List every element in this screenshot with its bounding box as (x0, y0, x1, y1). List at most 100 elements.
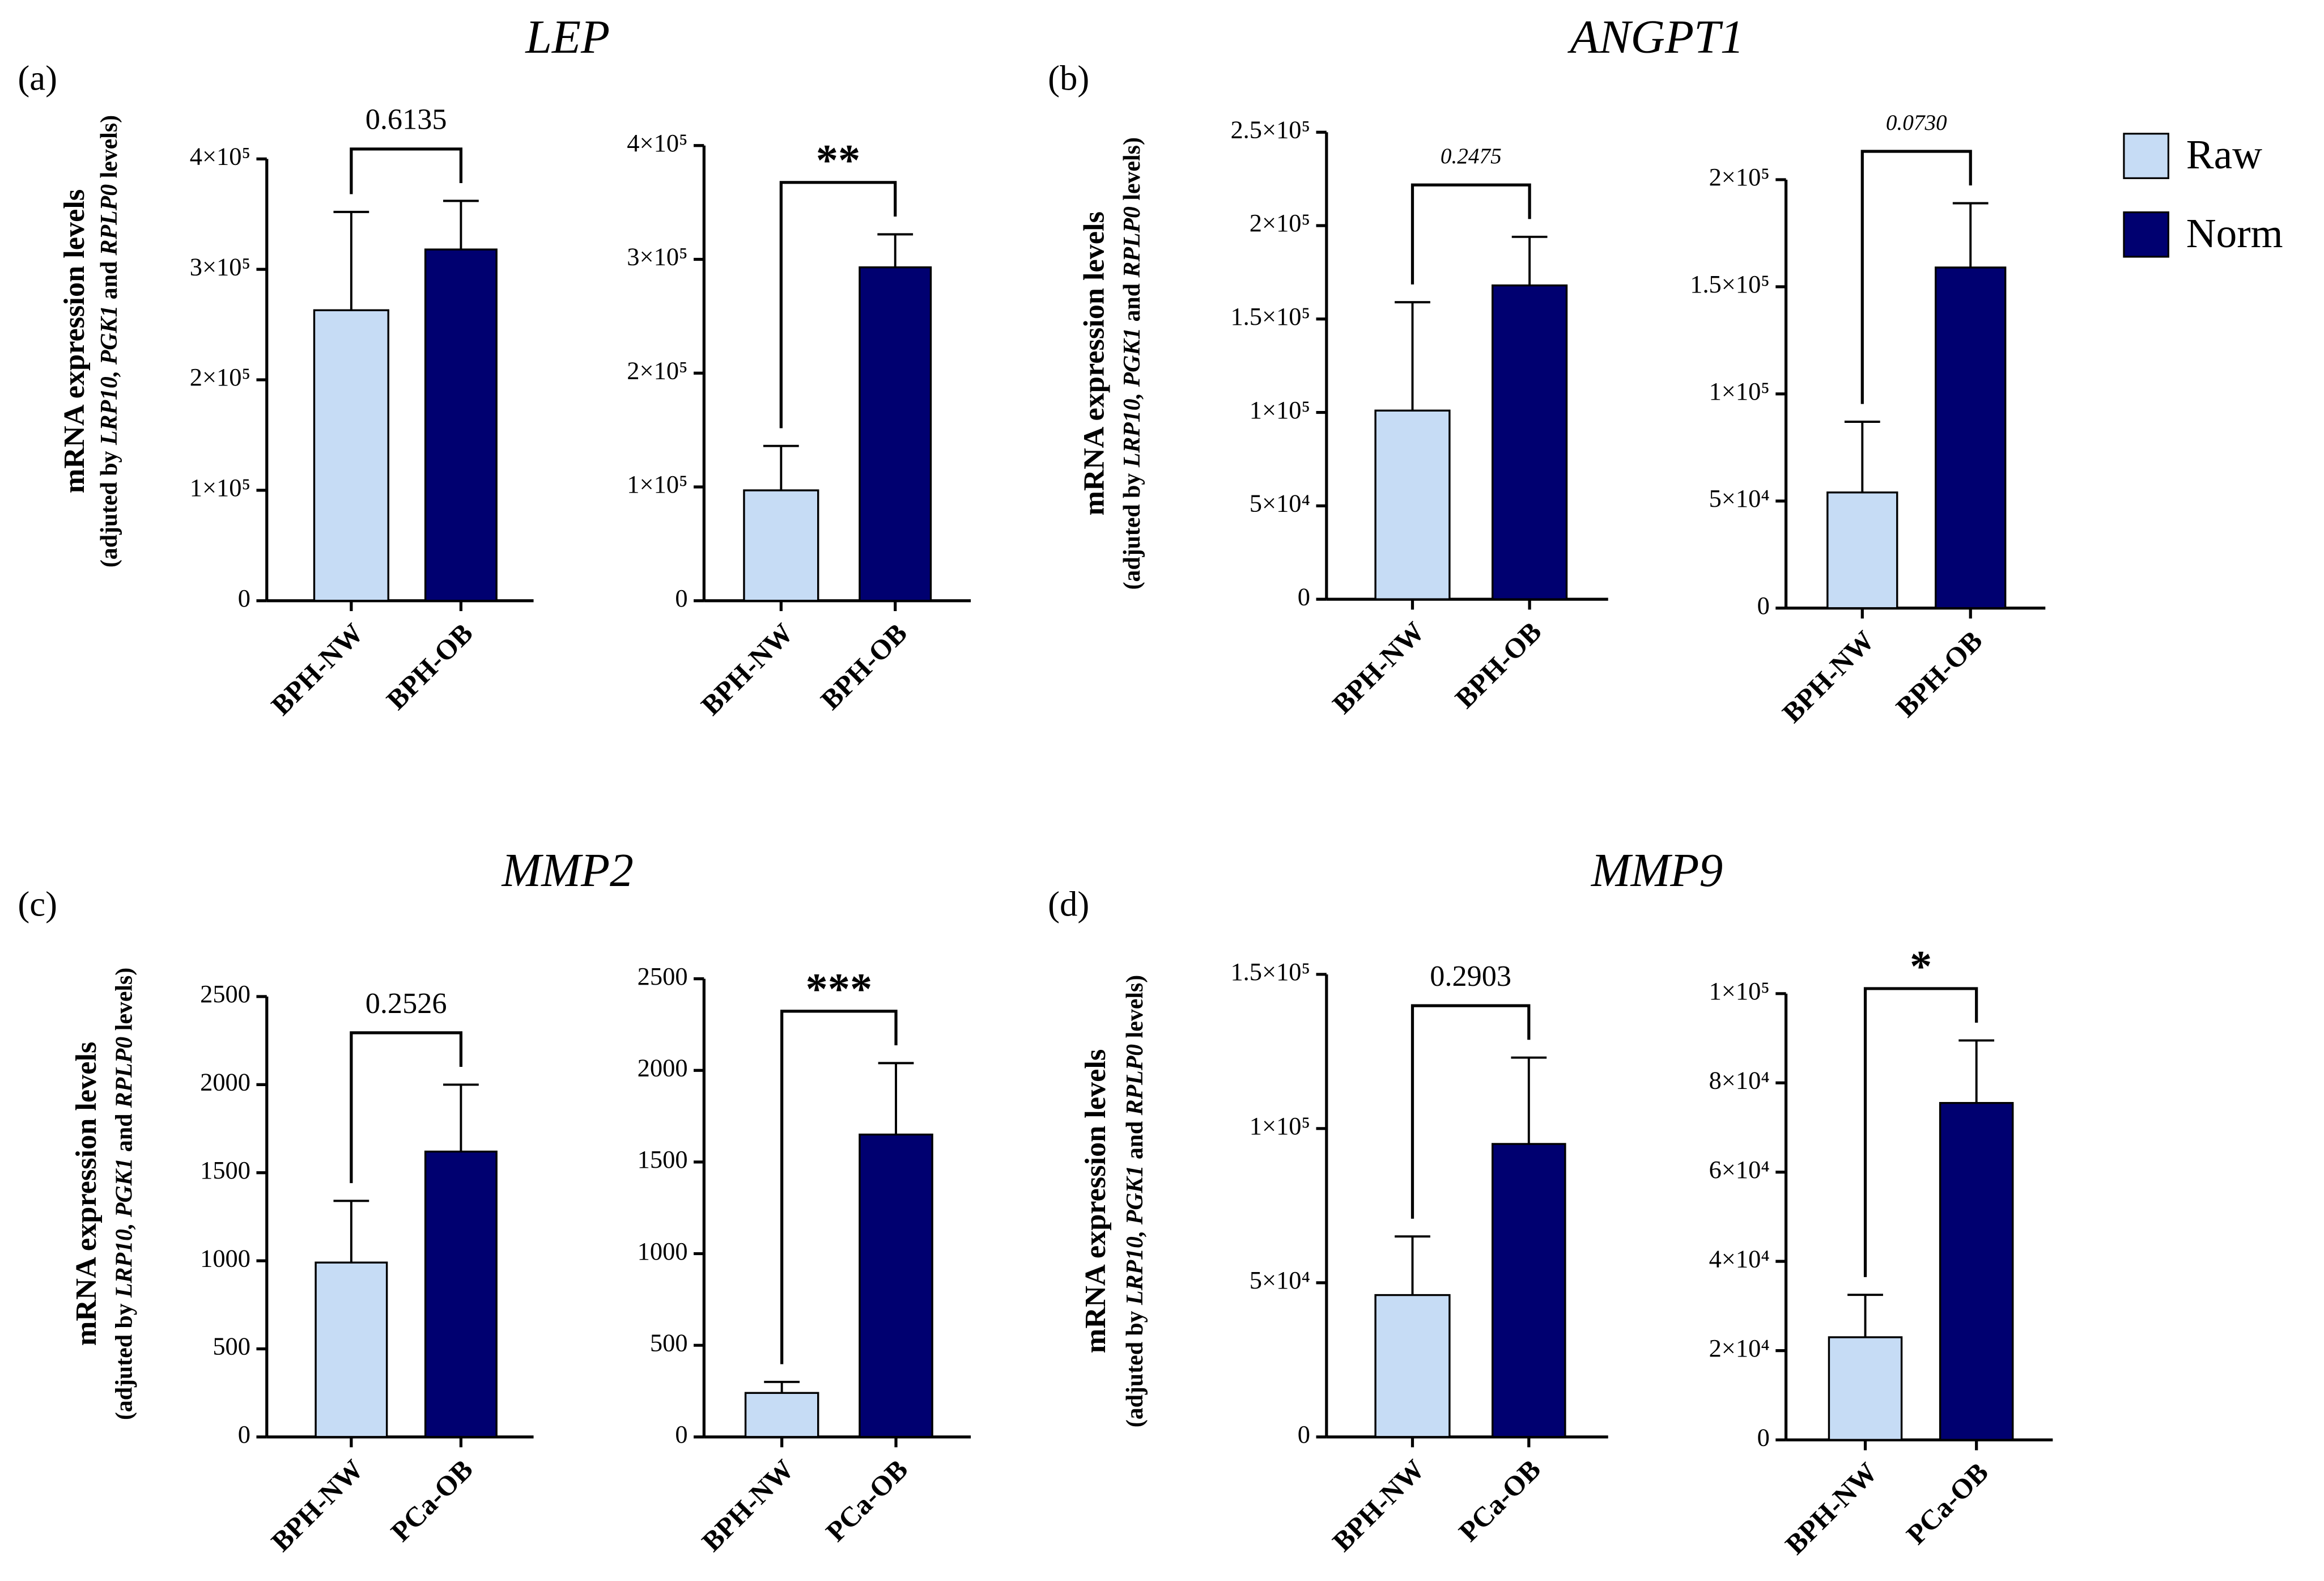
error-bar (1847, 1294, 1883, 1337)
y-tick-label: 1000 (200, 1244, 250, 1272)
y-tick-label: 1×10⁵ (190, 473, 250, 502)
significance-bracket (1410, 1004, 1531, 1219)
y-tick-label: 1×10⁵ (627, 470, 687, 498)
error-bar (1958, 1039, 1995, 1103)
y-axis-note-part: RPLP0 (1119, 206, 1145, 278)
y-axis-note-part: LRP10, PGK1 (1122, 1165, 1148, 1306)
panel-title: ANGPT1 (1567, 11, 1744, 63)
bar (424, 1150, 498, 1438)
error-bar (333, 210, 369, 311)
legend-label: Norm (2186, 210, 2283, 256)
y-axis-note-part: and (111, 1108, 137, 1158)
error-bar (763, 444, 799, 491)
y-tick-label: 8×10⁴ (1709, 1066, 1770, 1094)
y-axis-note-part: (adjuted by (111, 1298, 137, 1420)
y-tick-label: 1.5×10⁵ (1230, 957, 1310, 986)
y-axis-note-part: and (1122, 1115, 1148, 1165)
panel-title: MMP2 (502, 844, 634, 897)
bar (315, 1261, 388, 1438)
significance-bracket (1410, 183, 1531, 285)
panel-label: (b) (1048, 58, 1089, 98)
y-axis-label: mRNA expression levels (1079, 1049, 1112, 1354)
bar (859, 1133, 933, 1438)
y-axis-note-part: (adjuted by (96, 445, 122, 567)
y-tick-label: 1×10⁵ (1709, 377, 1770, 405)
bar (1492, 284, 1568, 600)
y-axis-note-part: and (1119, 278, 1145, 328)
y-tick-label: 1.5×10⁵ (1690, 270, 1770, 298)
y-tick-label: 1500 (200, 1156, 250, 1184)
error-bar (443, 1083, 479, 1152)
significance-bracket (1860, 150, 1972, 404)
y-axis-note-part: LRP10, PGK1 (111, 1158, 137, 1298)
y-tick-label: 5×10⁴ (1250, 489, 1310, 518)
y-axis-note-part: RPLP0 (96, 184, 122, 256)
bar (1492, 1143, 1566, 1438)
bar (1828, 1336, 1903, 1441)
bar (1826, 491, 1898, 609)
significance-label: 0.2903 (1430, 960, 1511, 993)
y-tick-label: 1×10⁵ (1250, 1112, 1310, 1140)
y-axis-note-part: (adjuted by (1119, 467, 1145, 590)
y-tick-label: 2.5×10⁵ (1230, 115, 1310, 143)
y-tick-label: 0 (1757, 1423, 1770, 1451)
error-bar (333, 1199, 369, 1263)
bar (859, 266, 932, 602)
legend-label: Raw (2186, 132, 2262, 177)
y-tick-label: 3×10⁵ (190, 252, 250, 281)
error-bar (764, 1380, 800, 1393)
error-bar (1952, 202, 1989, 268)
y-tick-label: 1×10⁵ (1709, 977, 1770, 1005)
significance-bracket (780, 1010, 898, 1364)
y-tick-label: 2000 (200, 1068, 250, 1096)
y-axis-note-part: levels) (111, 968, 137, 1037)
significance-bracket (779, 181, 897, 429)
y-tick-label: 2×10⁵ (190, 363, 250, 391)
y-axis-note-part: RPLP0 (1122, 1044, 1148, 1116)
panel-label: (c) (18, 884, 57, 924)
y-tick-label: 0 (238, 1420, 250, 1448)
bar (313, 309, 389, 602)
y-tick-label: 500 (650, 1328, 688, 1357)
y-axis-note: (adjuted by LRP10, PGK1 and RPLP0 levels… (1119, 137, 1145, 590)
y-axis-note-part: RPLP0 (111, 1037, 137, 1109)
y-tick-label: 500 (213, 1332, 250, 1360)
error-bar (1395, 1235, 1430, 1295)
significance-label: 0.6135 (366, 103, 447, 136)
y-tick-label: 0 (675, 584, 687, 612)
y-tick-label: 0 (1298, 582, 1310, 611)
y-axis-label: mRNA expression levels (58, 189, 91, 494)
bar (1939, 1101, 2014, 1441)
y-axis-note: (adjuted by LRP10, PGK1 and RPLP0 levels… (111, 968, 137, 1420)
y-tick-label: 5×10⁴ (1250, 1266, 1310, 1294)
significance-bracket (350, 1031, 463, 1184)
y-tick-label: 2×10⁴ (1709, 1334, 1770, 1362)
error-bar (1511, 1056, 1547, 1145)
y-axis-note-part: and (96, 255, 122, 305)
y-axis-note-part: LRP10, PGK1 (1119, 328, 1145, 468)
y-tick-label: 1×10⁵ (1250, 396, 1310, 424)
error-bar (1395, 301, 1430, 411)
y-tick-label: 5×10⁴ (1709, 484, 1770, 512)
y-tick-label: 0 (1757, 591, 1770, 620)
significance-label: 0.0730 (1886, 111, 1947, 135)
y-tick-label: 0 (238, 584, 250, 612)
significance-bracket (350, 147, 463, 194)
y-tick-label: 3×10⁵ (627, 243, 687, 271)
y-axis-note-part: (adjuted by (1122, 1305, 1148, 1427)
y-tick-label: 2×10⁵ (1250, 209, 1310, 237)
significance-label: *** (805, 964, 872, 1013)
error-bar (878, 1062, 914, 1135)
y-tick-label: 0 (675, 1420, 687, 1448)
y-tick-label: 4×10⁵ (190, 142, 250, 171)
significance-label: ** (816, 135, 860, 184)
significance-label: * (1910, 942, 1932, 991)
error-bar (1844, 421, 1880, 493)
y-tick-label: 4×10⁴ (1709, 1244, 1770, 1273)
bar (1374, 409, 1451, 600)
y-tick-label: 1500 (638, 1145, 688, 1173)
significance-label: 0.2475 (1441, 144, 1502, 168)
error-bar (877, 233, 914, 268)
error-bar (1511, 235, 1548, 286)
